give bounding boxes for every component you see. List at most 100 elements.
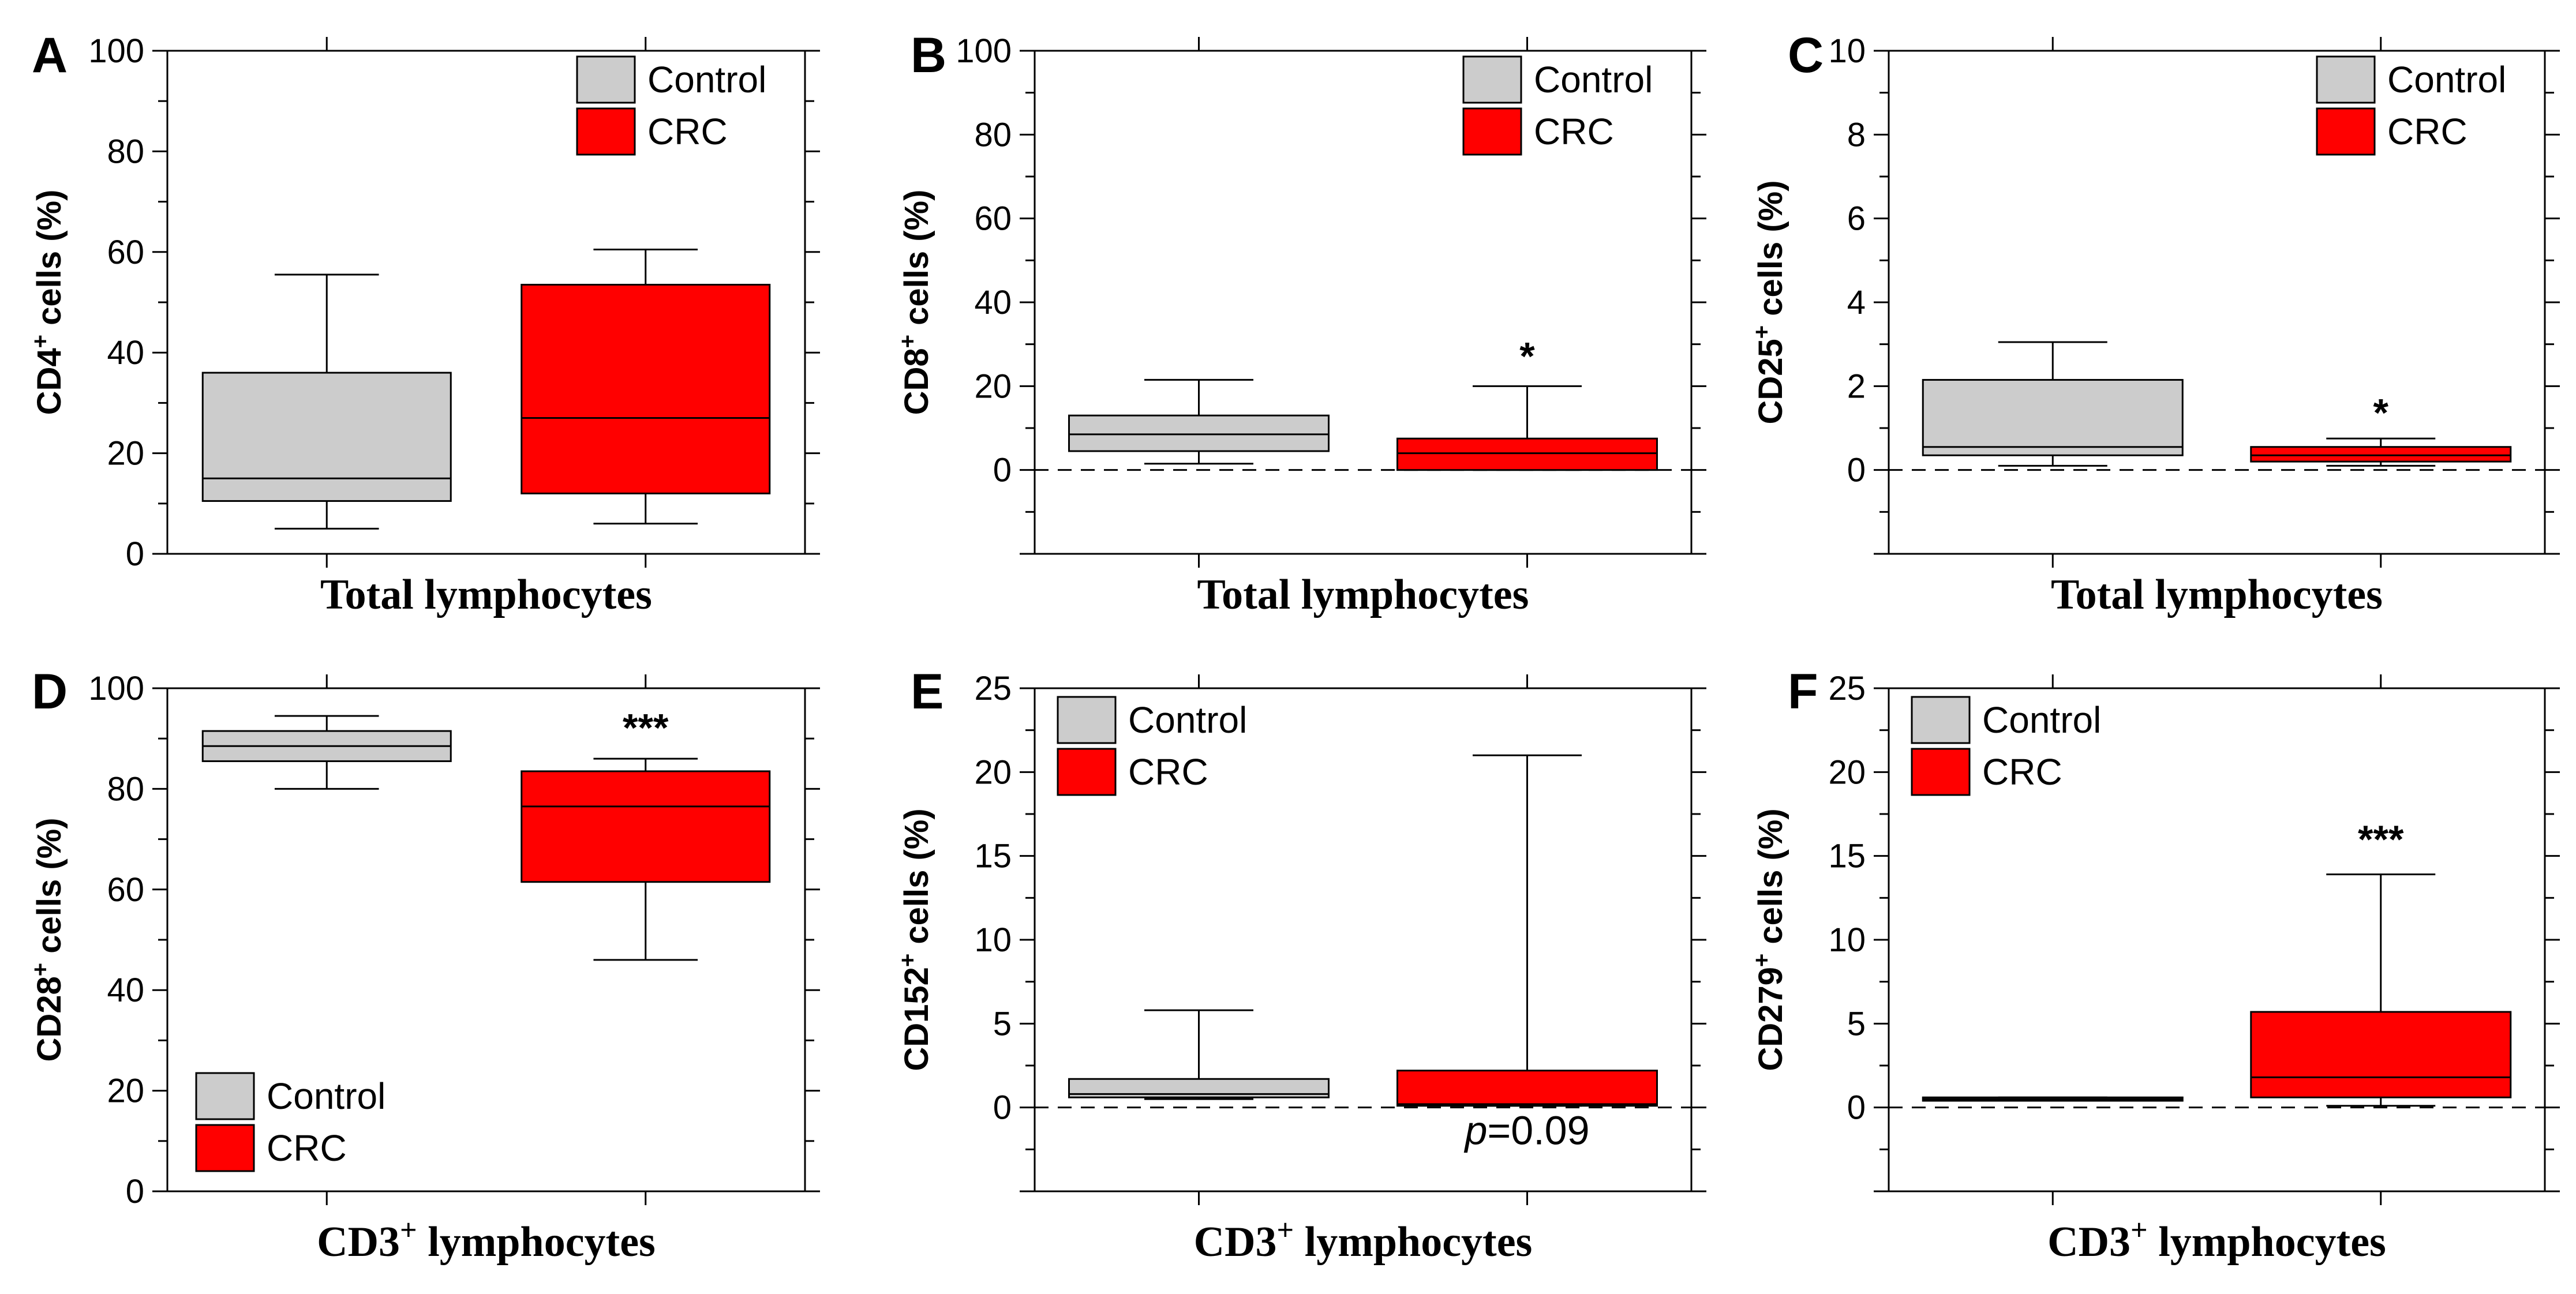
y-axis-label: CD279+ cells (%): [1749, 808, 1789, 1071]
y-tick-label: 80: [107, 133, 144, 170]
x-axis-label: Total lymphocytes: [320, 571, 652, 618]
y-tick-label: 10: [974, 921, 1012, 959]
panel-letter: F: [1788, 664, 1818, 719]
legend-label-crc: CRC: [2387, 111, 2468, 152]
x-axis-label: CD3+ lymphocytes: [317, 1214, 656, 1266]
legend-swatch-crc: [1911, 748, 1971, 796]
p-value-annotation: p=0.09: [1463, 1108, 1589, 1153]
x-axis-label: CD3+ lymphocytes: [1194, 1214, 1533, 1266]
significance-marker: *: [2373, 391, 2389, 434]
plot-frame: [166, 687, 806, 1192]
panel-e: 0 5 10 15 20 25 p=0.09 Control CRC E CD152+ cells …: [895, 664, 1706, 1266]
y-tick-label: 0: [1847, 1089, 1866, 1127]
y-axis-label: CD28+ cells (%): [28, 817, 68, 1062]
panel-a: 0 20 40 60 80 100 Control CRC A CD4+ cells (%) Tot…: [28, 28, 820, 618]
y-tick-label: 20: [974, 367, 1012, 405]
significance-marker: *: [1519, 334, 1535, 378]
y-tick-label: 0: [993, 452, 1012, 489]
legend-swatch-control: [1057, 696, 1117, 744]
x-axis-label: CD3+ lymphocytes: [2047, 1214, 2386, 1266]
legend-label-control: Control: [1128, 699, 1247, 741]
y-tick-label: 8: [1847, 116, 1866, 153]
significance-marker: ***: [2358, 817, 2404, 861]
y-tick-label: 0: [1847, 452, 1866, 489]
box-control: [1922, 378, 2184, 456]
y-tick-label: 10: [1828, 32, 1866, 70]
y-tick-label: 15: [974, 838, 1012, 875]
y-tick-label: 25: [1828, 670, 1866, 707]
y-tick-label: 80: [107, 770, 144, 808]
y-tick-label: 80: [974, 116, 1012, 153]
legend-label-control: Control: [1982, 699, 2101, 741]
y-tick-label: 4: [1847, 284, 1866, 321]
x-axis-label: Total lymphocytes: [1197, 571, 1529, 618]
legend-label-crc: CRC: [267, 1127, 347, 1169]
y-tick-label: 40: [974, 284, 1012, 321]
y-tick-label: 20: [974, 753, 1012, 791]
y-tick-label: 60: [974, 200, 1012, 238]
box-crc: [521, 770, 771, 883]
legend-label-crc: CRC: [1534, 111, 1614, 152]
panel-letter: A: [32, 28, 68, 83]
y-axis-label: CD8+ cells (%): [895, 190, 935, 415]
legend-swatch-control: [1462, 55, 1522, 104]
legend-swatch-crc: [195, 1124, 255, 1172]
y-tick-label: 10: [1828, 921, 1866, 959]
y-tick-label: 6: [1847, 200, 1866, 238]
y-tick-label: 15: [1828, 838, 1866, 875]
y-tick-label: 5: [993, 1005, 1012, 1042]
legend-label-control: Control: [267, 1075, 385, 1117]
legend-swatch-crc: [1462, 107, 1522, 156]
legend-label-control: Control: [2387, 59, 2506, 100]
panel-letter: C: [1788, 28, 1824, 83]
y-tick-label: 20: [107, 435, 144, 472]
panel-c: 0 2 4 6 8 10 * Control CRC C CD25+ cells (%) Total …: [1749, 28, 2560, 618]
y-tick-label: 25: [974, 670, 1012, 707]
y-tick-label: 60: [107, 234, 144, 271]
panel-letter: B: [911, 28, 946, 83]
y-axis-label: CD152+ cells (%): [895, 808, 935, 1071]
y-tick-label: 0: [126, 1173, 144, 1210]
y-axis-label: CD4+ cells (%): [28, 190, 68, 415]
legend-label-crc: CRC: [647, 111, 728, 152]
y-axis-label: CD25+ cells (%): [1749, 180, 1789, 424]
legend-label-crc: CRC: [1128, 751, 1208, 793]
panel-b: 0 20 40 60 80 100 * Control CRC B CD8+ cells (%) To…: [895, 28, 1706, 618]
legend-label-crc: CRC: [1982, 751, 2062, 793]
y-tick-label: 5: [1847, 1005, 1866, 1042]
legend-swatch-control: [1911, 696, 1971, 744]
legend-swatch-control: [2316, 55, 2376, 104]
x-axis-label: Total lymphocytes: [2051, 571, 2383, 618]
y-tick-label: 0: [993, 1089, 1012, 1127]
panel-letter: E: [911, 664, 943, 719]
y-tick-label: 100: [88, 670, 144, 707]
box-crc: [521, 283, 771, 494]
panel-d: 0 20 40 60 80 100 *** Control CRC D CD28+ cells (%…: [28, 664, 820, 1266]
box-crc: [1396, 437, 1658, 471]
legend-swatch-crc: [1057, 748, 1117, 796]
y-tick-label: 20: [107, 1072, 144, 1110]
box-control: [1068, 414, 1330, 452]
legend-swatch-crc: [2316, 107, 2376, 156]
y-tick-label: 40: [107, 334, 144, 372]
y-tick-label: 40: [107, 972, 144, 1009]
legend-swatch-control: [195, 1072, 255, 1120]
y-tick-label: 60: [107, 871, 144, 909]
box-control: [201, 372, 452, 502]
panel-letter: D: [32, 664, 68, 719]
y-tick-label: 0: [126, 535, 144, 573]
y-tick-label: 20: [1828, 753, 1866, 791]
box-crc: [2250, 446, 2512, 463]
significance-marker: ***: [623, 706, 669, 750]
y-tick-label: 2: [1847, 367, 1866, 405]
panel-f: 0 5 10 15 20 25 *** Control CRC F CD279+ cells (%)…: [1749, 664, 2560, 1266]
legend-swatch-crc: [576, 107, 636, 156]
legend-label-control: Control: [647, 59, 766, 100]
box-crc: [2250, 1011, 2512, 1098]
box-crc: [1396, 1070, 1658, 1107]
y-tick-label: 100: [88, 32, 144, 70]
legend-swatch-control: [576, 55, 636, 104]
legend-label-control: Control: [1534, 59, 1653, 100]
y-tick-label: 100: [956, 32, 1012, 70]
